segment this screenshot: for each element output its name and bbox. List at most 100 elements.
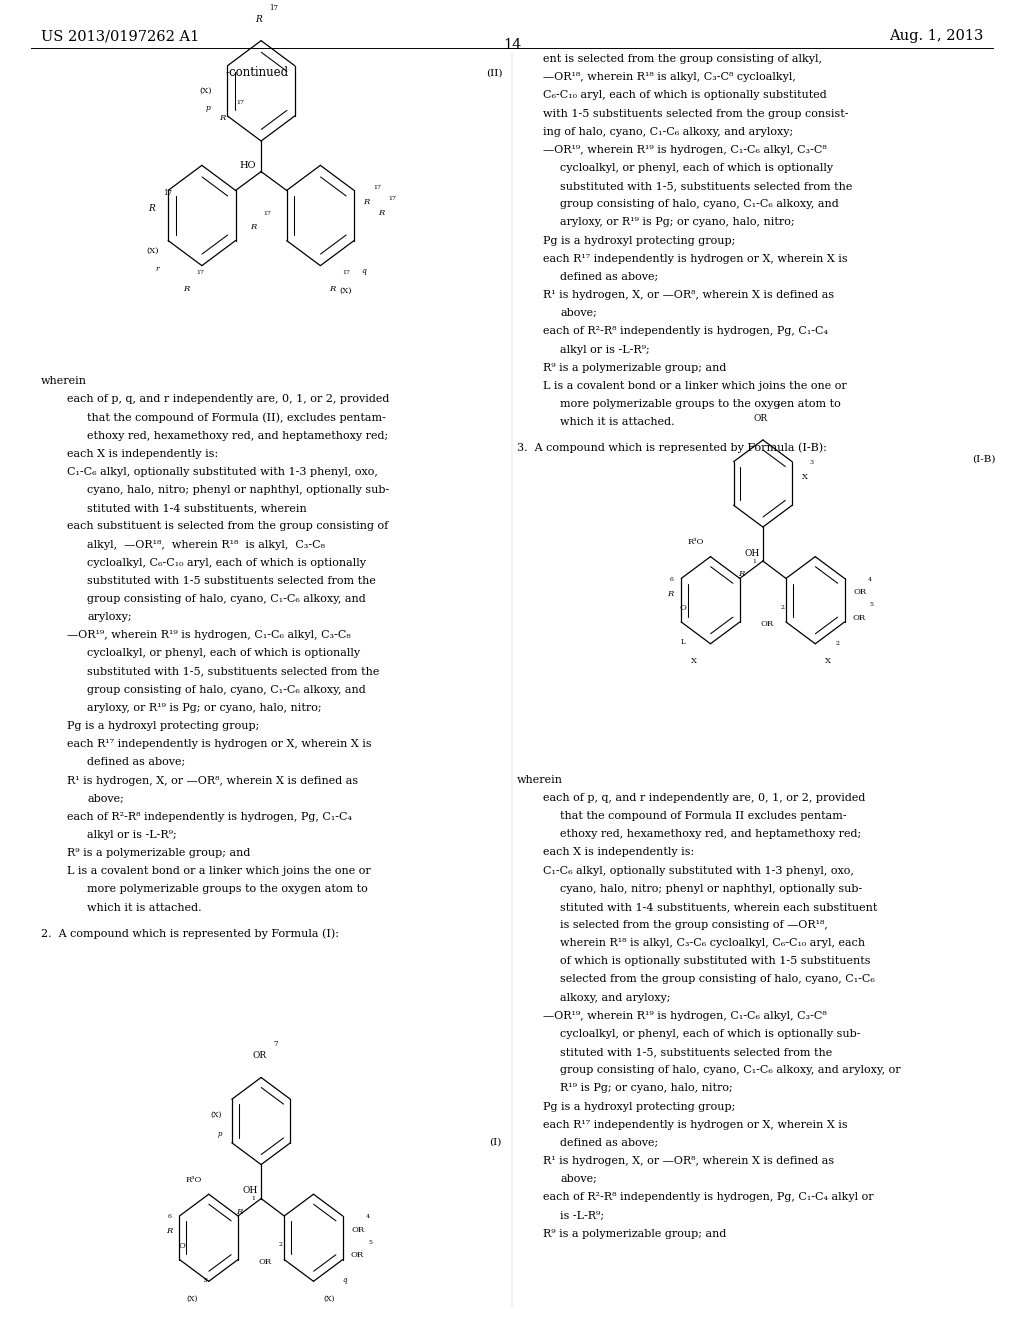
Text: alkoxy, and aryloxy;: alkoxy, and aryloxy; bbox=[560, 993, 671, 1003]
Text: 6: 6 bbox=[168, 1214, 172, 1220]
Text: 6: 6 bbox=[670, 577, 674, 582]
Text: (X): (X) bbox=[200, 87, 212, 95]
Text: cyano, halo, nitro; phenyl or naphthyl, optionally sub-: cyano, halo, nitro; phenyl or naphthyl, … bbox=[560, 884, 862, 894]
Text: O: O bbox=[680, 605, 687, 612]
Text: C₆-C₁₀ aryl, each of which is optionally substituted: C₆-C₁₀ aryl, each of which is optionally… bbox=[543, 90, 826, 100]
Text: alkyl,  —OR¹⁸,  wherein R¹⁸  is alkyl,  C₃-C₈: alkyl, —OR¹⁸, wherein R¹⁸ is alkyl, C₃-C… bbox=[87, 540, 325, 549]
Text: group consisting of halo, cyano, C₁-C₆ alkoxy, and: group consisting of halo, cyano, C₁-C₆ a… bbox=[87, 685, 366, 694]
Text: aryloxy, or R¹⁹ is Pg; or cyano, halo, nitro;: aryloxy, or R¹⁹ is Pg; or cyano, halo, n… bbox=[560, 218, 795, 227]
Text: (I-B): (I-B) bbox=[972, 455, 995, 463]
Text: each R¹⁷ independently is hydrogen or X, wherein X is: each R¹⁷ independently is hydrogen or X,… bbox=[543, 1119, 847, 1130]
Text: OR: OR bbox=[351, 1226, 365, 1234]
Text: —OR¹⁸, wherein R¹⁸ is alkyl, C₃-C⁸ cycloalkyl,: —OR¹⁸, wherein R¹⁸ is alkyl, C₃-C⁸ cyclo… bbox=[543, 73, 796, 82]
Text: s: s bbox=[204, 1276, 208, 1284]
Text: which it is attached.: which it is attached. bbox=[560, 417, 675, 428]
Text: 1: 1 bbox=[251, 1196, 255, 1201]
Text: group consisting of halo, cyano, C₁-C₆ alkoxy, and: group consisting of halo, cyano, C₁-C₆ a… bbox=[87, 594, 366, 605]
Text: —OR¹⁹, wherein R¹⁹ is hydrogen, C₁-C₆ alkyl, C₃-C₈: —OR¹⁹, wherein R¹⁹ is hydrogen, C₁-C₆ al… bbox=[67, 631, 350, 640]
Text: each of p, q, and r independently are, 0, 1, or 2, provided: each of p, q, and r independently are, 0… bbox=[67, 395, 389, 404]
Text: ent is selected from the group consisting of alkyl,: ent is selected from the group consistin… bbox=[543, 54, 821, 65]
Text: each X is independently is:: each X is independently is: bbox=[543, 847, 694, 858]
Text: more polymerizable groups to the oxygen atom to: more polymerizable groups to the oxygen … bbox=[87, 884, 368, 895]
Text: OR: OR bbox=[259, 1258, 271, 1266]
Text: ethoxy red, hexamethoxy red, and heptamethoxy red;: ethoxy red, hexamethoxy red, and heptame… bbox=[87, 430, 388, 441]
Text: each of R²-R⁸ independently is hydrogen, Pg, C₁-C₄: each of R²-R⁸ independently is hydrogen,… bbox=[543, 326, 827, 337]
Text: OR: OR bbox=[350, 1251, 364, 1259]
Text: cyano, halo, nitro; phenyl or naphthyl, optionally sub-: cyano, halo, nitro; phenyl or naphthyl, … bbox=[87, 486, 389, 495]
Text: R³O: R³O bbox=[687, 539, 703, 546]
Text: 2: 2 bbox=[780, 605, 784, 610]
Text: alkyl or is -L-R⁹;: alkyl or is -L-R⁹; bbox=[87, 830, 177, 840]
Text: (X): (X) bbox=[186, 1295, 198, 1303]
Text: -continued: -continued bbox=[225, 66, 289, 79]
Text: L: L bbox=[681, 639, 685, 647]
Text: OH: OH bbox=[243, 1187, 258, 1195]
Text: above;: above; bbox=[560, 309, 597, 318]
Text: substituted with 1-5 substituents selected from the: substituted with 1-5 substituents select… bbox=[87, 576, 376, 586]
Text: (X): (X) bbox=[211, 1110, 222, 1118]
Text: R¹ is hydrogen, X, or —OR⁸, wherein X is defined as: R¹ is hydrogen, X, or —OR⁸, wherein X is… bbox=[67, 776, 357, 785]
Text: R¹ is hydrogen, X, or —OR⁸, wherein X is defined as: R¹ is hydrogen, X, or —OR⁸, wherein X is… bbox=[543, 1156, 834, 1166]
Text: L is a covalent bond or a linker which joins the one or: L is a covalent bond or a linker which j… bbox=[67, 866, 371, 876]
Text: ethoxy red, hexamethoxy red, and heptamethoxy red;: ethoxy red, hexamethoxy red, and heptame… bbox=[560, 829, 861, 840]
Text: —OR¹⁹, wherein R¹⁹ is hydrogen, C₁-C₆ alkyl, C₃-C⁸: —OR¹⁹, wherein R¹⁹ is hydrogen, C₁-C₆ al… bbox=[543, 145, 826, 154]
Text: 2: 2 bbox=[279, 1242, 283, 1247]
Text: HO: HO bbox=[240, 161, 256, 169]
Text: 2: 2 bbox=[836, 642, 840, 647]
Text: wherein: wherein bbox=[41, 376, 87, 387]
Text: R¹ is hydrogen, X, or —OR⁸, wherein X is defined as: R¹ is hydrogen, X, or —OR⁸, wherein X is… bbox=[543, 290, 834, 300]
Text: each of R²-R⁸ independently is hydrogen, Pg, C₁-C₄ alkyl or: each of R²-R⁸ independently is hydrogen,… bbox=[543, 1192, 873, 1203]
Text: R: R bbox=[183, 285, 189, 293]
Text: Pg is a hydroxyl protecting group;: Pg is a hydroxyl protecting group; bbox=[543, 1101, 735, 1111]
Text: cycloalkyl, or phenyl, each of which is optionally sub-: cycloalkyl, or phenyl, each of which is … bbox=[560, 1028, 860, 1039]
Text: defined as above;: defined as above; bbox=[560, 1138, 658, 1148]
Text: p: p bbox=[206, 104, 211, 112]
Text: aryloxy;: aryloxy; bbox=[87, 612, 132, 622]
Text: each R¹⁷ independently is hydrogen or X, wherein X is: each R¹⁷ independently is hydrogen or X,… bbox=[543, 253, 847, 264]
Text: 17: 17 bbox=[237, 100, 245, 106]
Text: substituted with 1-5, substituents selected from the: substituted with 1-5, substituents selec… bbox=[560, 181, 853, 191]
Text: OR: OR bbox=[853, 589, 866, 597]
Text: substituted with 1-5, substituents selected from the: substituted with 1-5, substituents selec… bbox=[87, 667, 380, 677]
Text: q: q bbox=[342, 1276, 346, 1284]
Text: ing of halo, cyano, C₁-C₆ alkoxy, and aryloxy;: ing of halo, cyano, C₁-C₆ alkoxy, and ar… bbox=[543, 127, 793, 137]
Text: p: p bbox=[218, 1130, 222, 1138]
Text: R: R bbox=[219, 115, 225, 123]
Text: OH: OH bbox=[744, 549, 760, 557]
Text: R: R bbox=[255, 15, 261, 24]
Text: OR: OR bbox=[852, 614, 865, 622]
Text: which it is attached.: which it is attached. bbox=[87, 903, 202, 912]
Text: each of R²-R⁸ independently is hydrogen, Pg, C₁-C₄: each of R²-R⁸ independently is hydrogen,… bbox=[67, 812, 351, 822]
Text: R: R bbox=[364, 198, 370, 206]
Text: stituted with 1-4 substituents, wherein each substituent: stituted with 1-4 substituents, wherein … bbox=[560, 902, 878, 912]
Text: is -L-R⁹;: is -L-R⁹; bbox=[560, 1210, 604, 1221]
Text: cycloalkyl, or phenyl, each of which is optionally: cycloalkyl, or phenyl, each of which is … bbox=[560, 164, 834, 173]
Text: with 1-5 substituents selected from the group consist-: with 1-5 substituents selected from the … bbox=[543, 108, 848, 119]
Text: 17: 17 bbox=[197, 269, 205, 275]
Text: R³O: R³O bbox=[185, 1176, 202, 1184]
Text: R: R bbox=[166, 1228, 172, 1236]
Text: X: X bbox=[825, 657, 831, 665]
Text: that the compound of Formula (II), excludes pentam-: that the compound of Formula (II), exclu… bbox=[87, 413, 386, 424]
Text: (II): (II) bbox=[486, 69, 503, 78]
Text: 17: 17 bbox=[388, 195, 396, 201]
Text: is selected from the group consisting of —OR¹⁸,: is selected from the group consisting of… bbox=[560, 920, 828, 931]
Text: (I): (I) bbox=[489, 1138, 502, 1147]
Text: 17: 17 bbox=[163, 189, 172, 197]
Text: X: X bbox=[690, 657, 696, 665]
Text: wherein: wherein bbox=[517, 775, 563, 785]
Text: X: X bbox=[802, 473, 808, 480]
Text: 17: 17 bbox=[269, 4, 278, 12]
Text: Aug. 1, 2013: Aug. 1, 2013 bbox=[889, 29, 983, 44]
Text: defined as above;: defined as above; bbox=[87, 758, 185, 767]
Text: that the compound of Formula II excludes pentam-: that the compound of Formula II excludes… bbox=[560, 810, 847, 821]
Text: R⁹ is a polymerizable group; and: R⁹ is a polymerizable group; and bbox=[543, 1229, 726, 1238]
Text: wherein R¹⁸ is alkyl, C₃-C₆ cycloalkyl, C₆-C₁₀ aryl, each: wherein R¹⁸ is alkyl, C₃-C₆ cycloalkyl, … bbox=[560, 939, 865, 948]
Text: 17: 17 bbox=[342, 269, 350, 275]
Text: Pg is a hydroxyl protecting group;: Pg is a hydroxyl protecting group; bbox=[67, 721, 259, 731]
Text: 3.  A compound which is represented by Formula (I-B):: 3. A compound which is represented by Fo… bbox=[517, 442, 827, 453]
Text: each X is independently is:: each X is independently is: bbox=[67, 449, 218, 459]
Text: 14: 14 bbox=[503, 38, 521, 53]
Text: L is a covalent bond or a linker which joins the one or: L is a covalent bond or a linker which j… bbox=[543, 381, 847, 391]
Text: Pg is a hydroxyl protecting group;: Pg is a hydroxyl protecting group; bbox=[543, 236, 735, 246]
